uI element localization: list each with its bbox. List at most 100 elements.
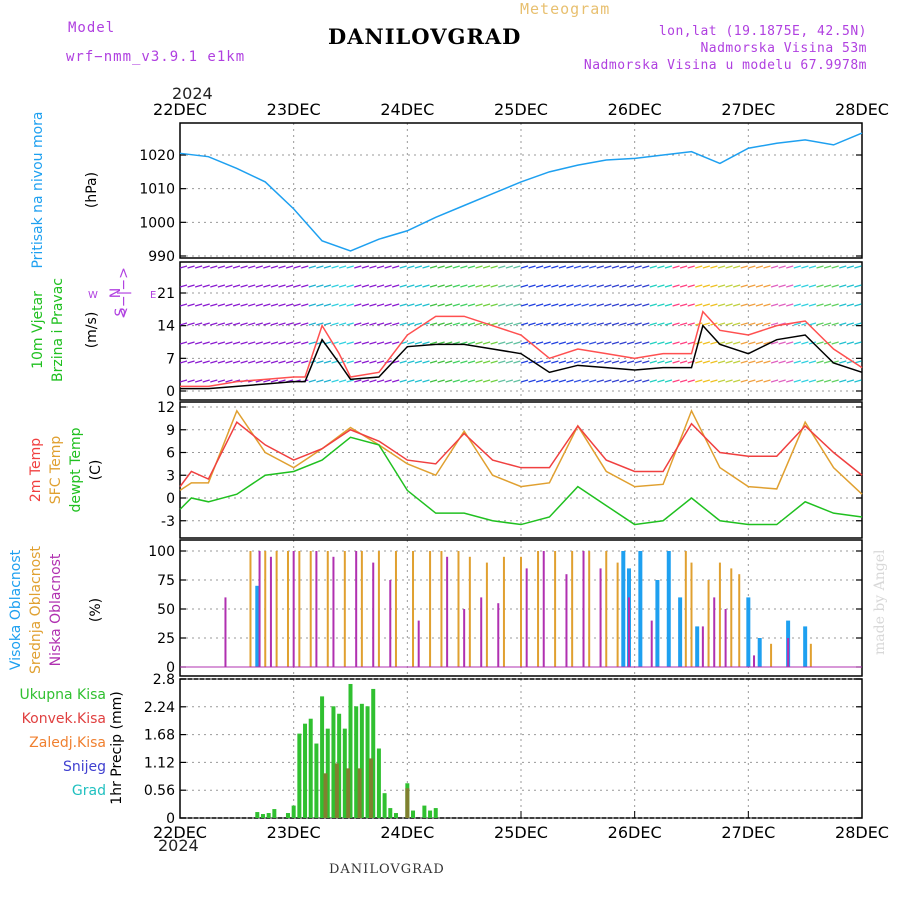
precip-bar-total (272, 809, 277, 818)
wind-barb (225, 379, 233, 383)
wind-barb (604, 341, 612, 345)
wind-barb (604, 265, 612, 269)
wind-barb (679, 322, 688, 326)
wind-barb (634, 303, 642, 307)
wind-barb (414, 284, 423, 288)
wind-barb (369, 303, 377, 307)
wind-barb (225, 341, 233, 345)
wind-barb (202, 360, 210, 364)
y-tick-label: -3 (161, 514, 175, 530)
wind-barb (589, 322, 597, 326)
wind-barb (657, 284, 665, 288)
wind-barb (778, 303, 786, 307)
wind-barb (649, 341, 657, 345)
wind-barb (248, 322, 256, 326)
wind-barb (392, 284, 400, 288)
wind-barb (407, 265, 415, 269)
wind-barb (285, 322, 294, 326)
wind-barb (384, 284, 392, 288)
wind-barb (846, 379, 855, 383)
wind-barb (445, 322, 453, 326)
wind-barb (710, 284, 718, 288)
wind-barb (376, 265, 385, 269)
wind-barb (513, 284, 521, 288)
wind-barb (263, 303, 271, 307)
y-tick-label: 0 (166, 491, 175, 507)
cloud-bar-mid (605, 551, 608, 667)
wind-barb (232, 284, 241, 288)
wind-barb (657, 322, 665, 326)
wind-barb (619, 379, 627, 383)
wind-barb (210, 303, 218, 307)
wind-barb (376, 303, 385, 307)
wind-barb (429, 322, 438, 326)
precip-bar-total (388, 808, 393, 818)
wind-barb (301, 322, 309, 326)
wind-barb (755, 265, 764, 269)
wind-barb (414, 265, 423, 269)
wind-barb (361, 360, 370, 364)
y-tick-label: 12 (157, 400, 175, 416)
wind-barb (626, 341, 635, 345)
wind-barb (513, 360, 521, 364)
wind-barb (672, 341, 680, 345)
wind-barb (414, 341, 423, 345)
wind-barb (528, 341, 536, 345)
wind-barb (551, 341, 559, 345)
wind-barb (445, 265, 453, 269)
wind-barb (687, 284, 695, 288)
wind-barb (392, 265, 400, 269)
wind-barb (505, 265, 514, 269)
wind-barb (816, 379, 824, 383)
wind-barb (793, 360, 801, 364)
cloud-bar-high (666, 551, 671, 667)
wind-barb (596, 341, 604, 345)
wind-barb (649, 322, 657, 326)
precip-bar-total (337, 713, 342, 818)
wind-barb (664, 322, 673, 326)
wind-barb (763, 379, 771, 383)
cloud-bar-low (224, 597, 227, 667)
panel-frame-temperature (179, 401, 863, 539)
wind-barb (793, 303, 801, 307)
wind-barb (816, 284, 824, 288)
model-elevation-text: Nadmorska Visina u modelu 67.9978m (583, 58, 867, 73)
wind-barb (346, 303, 354, 307)
wind-barb (823, 379, 832, 383)
cloud-bar-mid (394, 551, 397, 667)
wind-barb (535, 379, 544, 383)
cloud-bar-mid (326, 551, 329, 667)
wind-barb (232, 265, 241, 269)
wind-barb (793, 322, 801, 326)
wind-barb (323, 379, 332, 383)
wind-barb (467, 303, 476, 307)
cloud-bar-low (753, 655, 756, 667)
x-tick-label-top: 28DEC (835, 100, 889, 119)
wind-barb (801, 284, 809, 288)
cloud-bar-high (255, 585, 260, 667)
wind-barb (179, 303, 188, 307)
wind-barb (520, 341, 529, 345)
y-tick-label: 1.68 (144, 728, 175, 744)
wind-barb (210, 379, 218, 383)
wind-barb (763, 360, 771, 364)
cloud-bar-mid (684, 551, 687, 667)
wind-barb (354, 360, 362, 364)
wind-barb (354, 322, 362, 326)
wind-barb (255, 360, 263, 364)
wind-barb (513, 379, 521, 383)
wind-barb (482, 360, 491, 364)
cloud-bar-low (417, 620, 420, 667)
wind-barb (664, 303, 673, 307)
cloud-bar-high (638, 551, 643, 667)
cloud-bar-low (525, 568, 528, 667)
wind-barb (384, 322, 392, 326)
wind-barb (255, 341, 263, 345)
precip-bar-total (365, 706, 370, 818)
x-tick-label-top: 27DEC (721, 100, 775, 119)
wind-barb (839, 303, 847, 307)
wind-barb (240, 303, 248, 307)
wind-barb (270, 303, 279, 307)
wind-barb (801, 341, 809, 345)
precip-bar-total (354, 706, 359, 818)
